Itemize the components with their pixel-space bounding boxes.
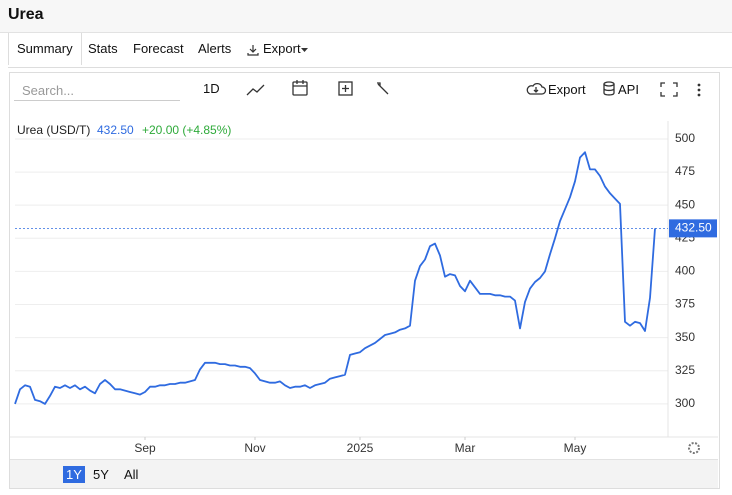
caret <box>301 48 308 52</box>
range-button[interactable]: 1Y <box>63 466 85 483</box>
export-button[interactable]: Export <box>548 82 586 97</box>
menu-dots <box>697 83 701 97</box>
y-tick-label: 400 <box>675 264 695 278</box>
x-tick-label: 2025 <box>347 441 374 455</box>
y-tick-label: 300 <box>675 396 695 410</box>
tabs: Summary Stats Forecast Alerts Export <box>8 33 732 68</box>
tab[interactable]: Summary <box>8 33 82 65</box>
tab[interactable]: Export <box>263 41 301 56</box>
x-tick-label: Mar <box>455 441 476 455</box>
range-button[interactable]: All <box>124 467 139 482</box>
last-price-tag <box>669 219 717 238</box>
tab[interactable]: Forecast <box>133 41 184 56</box>
settings-icon[interactable] <box>688 442 700 454</box>
legend-name: Urea (USD/T) <box>17 123 90 137</box>
api-button[interactable]: API <box>618 82 639 97</box>
download-icon <box>247 45 259 56</box>
range-button[interactable]: 5Y <box>93 467 109 482</box>
page-title: Urea <box>8 6 44 23</box>
interval[interactable]: 1D <box>203 81 220 96</box>
tab[interactable]: Alerts <box>198 41 232 56</box>
y-tick-label: 375 <box>675 297 695 311</box>
top-bar <box>0 0 732 33</box>
legend-change: +20.00 (+4.85%) <box>142 123 231 137</box>
x-tick-label: Nov <box>244 441 265 455</box>
range-bar <box>10 459 718 488</box>
price-line <box>14 151 656 405</box>
last-price-label: 432.50 <box>675 221 712 235</box>
y-tick-label: 450 <box>675 197 695 211</box>
legend-price: 432.50 <box>97 123 134 137</box>
y-tick-label: 350 <box>675 330 695 344</box>
toolbar-icons <box>246 80 678 97</box>
search-box[interactable]: Search... <box>14 80 180 101</box>
chart-panel <box>9 72 720 489</box>
x-tick-label: Sep <box>134 441 156 455</box>
y-tick-label: 325 <box>675 363 695 377</box>
y-tick-label: 475 <box>675 164 695 178</box>
x-tick-label: May <box>564 441 587 455</box>
y-tick-label: 500 <box>675 131 695 145</box>
tab[interactable]: Stats <box>88 41 118 56</box>
